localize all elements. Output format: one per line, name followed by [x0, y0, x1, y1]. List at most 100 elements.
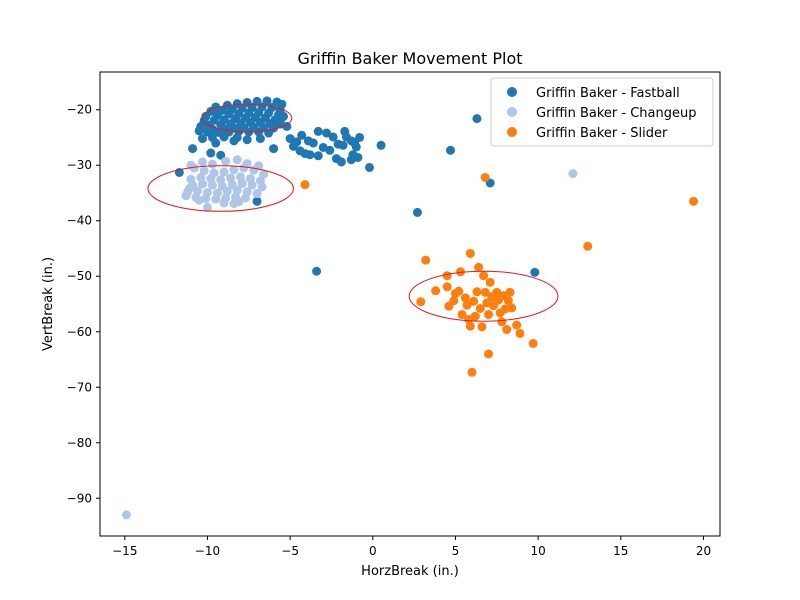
x-tick-label: 10 — [530, 544, 545, 558]
data-point — [252, 196, 262, 206]
data-point — [207, 180, 217, 190]
y-axis-ticks: −20 −30 −40 −50 −60 −70 −80 −90 — [67, 103, 100, 505]
data-point — [480, 172, 490, 182]
data-point — [475, 303, 485, 313]
x-tick-label: 5 — [452, 544, 460, 558]
data-point — [485, 277, 495, 287]
legend-label-fastball: Griffin Baker - Fastball — [536, 86, 680, 101]
data-point — [346, 155, 356, 165]
data-point — [364, 162, 374, 172]
highlight-ellipses — [147, 103, 559, 322]
data-point — [477, 322, 487, 332]
data-point — [416, 297, 426, 307]
data-point — [262, 96, 272, 106]
data-point — [484, 310, 494, 320]
legend: Griffin Baker - Fastball Griffin Baker -… — [490, 77, 714, 147]
y-tick-label: −40 — [67, 214, 92, 228]
data-point — [252, 189, 262, 199]
data-points — [121, 96, 699, 520]
data-point — [207, 159, 217, 169]
y-tick-label: −50 — [67, 269, 92, 283]
x-tick-label: −10 — [195, 544, 220, 558]
data-point — [221, 156, 231, 166]
data-point — [528, 338, 538, 348]
data-point — [219, 198, 229, 208]
legend-label-slider: Griffin Baker - Slider — [536, 126, 668, 141]
data-point — [308, 138, 318, 148]
data-point — [194, 126, 204, 136]
data-point — [184, 184, 194, 194]
data-point — [507, 303, 517, 313]
data-point — [181, 191, 191, 201]
data-point — [338, 140, 348, 150]
data-point — [376, 140, 386, 150]
x-axis-ticks: −15 −10 −5 0 5 10 15 20 — [112, 536, 711, 558]
plot-frame — [99, 71, 721, 537]
data-point — [313, 151, 323, 161]
data-point — [234, 197, 244, 207]
x-tick-label: 0 — [369, 544, 377, 558]
data-point — [305, 150, 315, 160]
data-point — [198, 157, 208, 167]
data-point — [515, 328, 525, 338]
data-point — [480, 287, 490, 297]
data-point — [462, 300, 472, 310]
data-point — [255, 134, 265, 144]
data-point — [503, 296, 513, 306]
highlight-ellipse — [408, 270, 559, 322]
legend-marker-changeup — [507, 107, 517, 117]
data-point — [474, 262, 484, 272]
data-point — [457, 310, 467, 320]
data-point — [219, 132, 229, 142]
data-point — [472, 114, 482, 124]
data-point — [198, 134, 208, 144]
data-point — [313, 126, 323, 136]
data-point — [242, 135, 252, 145]
data-point — [421, 255, 431, 265]
x-tick-label: 20 — [696, 544, 711, 558]
data-point — [211, 138, 221, 148]
data-point — [442, 282, 452, 292]
data-point — [322, 128, 332, 138]
data-point — [500, 304, 510, 314]
data-point — [583, 241, 593, 251]
data-point — [336, 157, 346, 167]
data-point — [279, 111, 289, 121]
data-point — [351, 142, 361, 152]
data-point — [472, 287, 482, 297]
data-point — [689, 196, 699, 206]
highlight-ellipse — [147, 165, 294, 212]
data-point — [254, 161, 264, 171]
data-point — [325, 145, 335, 155]
data-point — [442, 271, 452, 281]
data-point — [505, 287, 515, 297]
chart-title: Griffin Baker Movement Plot — [297, 49, 522, 68]
series-2 — [300, 172, 699, 377]
y-tick-label: −20 — [67, 103, 92, 117]
x-axis-label: HorzBreak (in.) — [361, 564, 459, 579]
y-tick-label: −90 — [67, 491, 92, 505]
highlight-ellipse — [202, 103, 293, 133]
data-point — [297, 130, 307, 140]
data-point — [455, 267, 465, 277]
legend-marker-fastball — [507, 87, 517, 97]
data-point — [412, 207, 422, 217]
data-point — [312, 266, 322, 276]
data-point — [465, 321, 475, 331]
data-point — [259, 169, 269, 179]
data-point — [465, 248, 475, 258]
data-point — [242, 159, 252, 169]
legend-label-changeup: Griffin Baker - Changeup — [536, 106, 696, 121]
data-point — [229, 136, 239, 146]
data-point — [568, 169, 578, 179]
data-point — [198, 179, 208, 189]
data-point — [530, 267, 540, 277]
data-point — [202, 202, 212, 212]
data-point — [469, 296, 479, 306]
data-point — [229, 165, 239, 175]
data-point — [282, 121, 292, 131]
data-point — [300, 180, 310, 190]
data-point — [484, 349, 494, 359]
data-point — [479, 271, 489, 281]
